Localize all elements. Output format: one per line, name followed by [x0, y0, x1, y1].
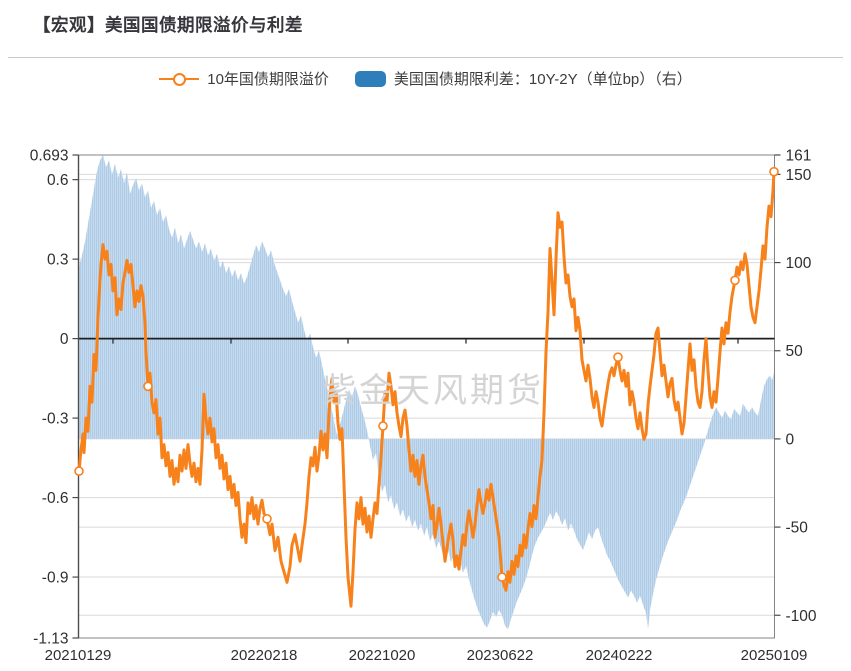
x-tick-label: 20240222	[586, 647, 653, 664]
chart-legend: 10年国债期限溢价 美国国债期限利差：10Y-2Y（单位bp）（右）	[0, 68, 851, 89]
y-left-tick-label: 0.6	[47, 172, 69, 189]
y-right-tick-label: 50	[786, 343, 804, 360]
y-left-tick-label: 0.693	[30, 148, 69, 165]
y-left-tick-label: -1.13	[33, 631, 68, 648]
legend-label-spread: 美国国债期限利差：10Y-2Y（单位bp）（右）	[393, 71, 692, 88]
y-left-tick-label: -0.6	[42, 490, 69, 507]
x-tick-label: 20250109	[741, 647, 808, 664]
y-left-tick-label: 0.3	[47, 252, 69, 269]
y-right-tick-label: 161	[786, 148, 812, 165]
y-right-tick-label: -50	[786, 520, 809, 537]
y-right-tick-label: 0	[786, 431, 795, 448]
premium-marker	[143, 381, 153, 392]
y-left-tick-label: -0.9	[42, 570, 69, 587]
premium-marker	[769, 166, 779, 177]
premium-marker	[730, 275, 740, 286]
x-tick-label: 20230622	[467, 647, 534, 664]
x-tick-label: 20220218	[231, 647, 298, 664]
header-divider	[8, 57, 843, 58]
circle-marker-icon	[173, 72, 187, 86]
legend-item-spread[interactable]: 美国国债期限利差：10Y-2Y（单位bp）（右）	[354, 68, 692, 89]
premium-line	[77, 170, 776, 608]
line-marker-legend-icon	[159, 72, 200, 86]
watermark: 紫金天风期货	[322, 372, 544, 410]
premium-marker	[262, 513, 272, 524]
legend-item-premium[interactable]: 10年国债期限溢价	[159, 68, 329, 89]
y-left-tick-label: 0	[60, 331, 69, 348]
premium-marker	[74, 466, 84, 476]
spread-area	[78, 155, 774, 630]
y-right-tick-label: -100	[786, 608, 817, 625]
y-right-tick-label: 150	[786, 167, 812, 184]
legend-label-premium: 10年国债期限溢价	[207, 71, 329, 88]
premium-marker	[613, 352, 623, 363]
premium-marker	[497, 572, 507, 582]
x-tick-label: 20210129	[45, 647, 112, 664]
y-right-tick-label: 100	[786, 255, 812, 272]
y-left-tick-label: -0.3	[42, 411, 69, 428]
x-tick-label: 20221020	[349, 647, 416, 664]
page-title: 【宏观】美国国债期限溢价与利差	[33, 15, 303, 35]
area-legend-swatch	[354, 70, 386, 87]
premium-marker	[378, 421, 388, 431]
